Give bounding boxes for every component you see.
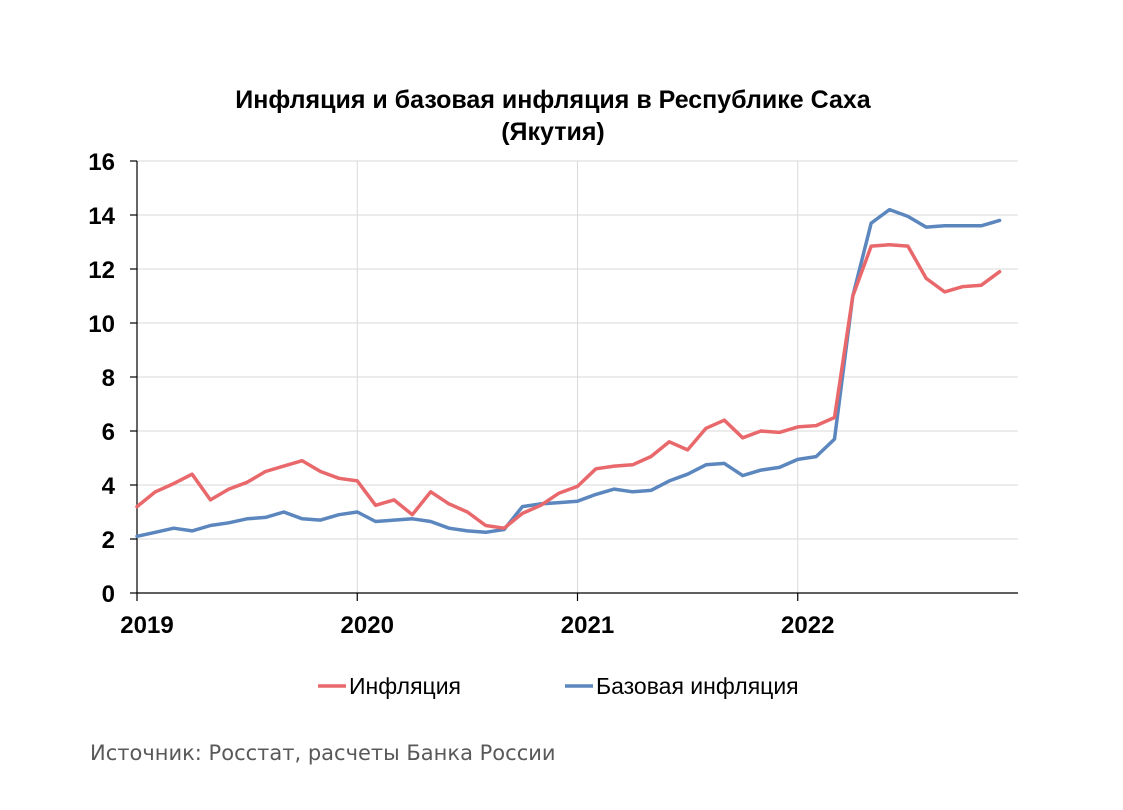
x-tick-label: 2019 [120, 612, 173, 639]
gridlines [137, 160, 1018, 593]
y-axis-tick-labels: 0 2 4 6 8 10 12 14 16 [88, 149, 115, 608]
x-tick-label: 2022 [781, 612, 834, 639]
legend-label: Базовая инфляция [596, 673, 799, 699]
y-tick-label: 10 [88, 311, 115, 338]
x-tick-label: 2020 [341, 612, 394, 639]
x-axis-tick-labels: 2019 2020 2021 2022 [120, 612, 834, 639]
legend-label: Инфляция [349, 673, 461, 699]
source-note: Источник: Росстат, расчеты Банка России [90, 741, 556, 765]
series-line [135, 207, 1002, 539]
y-tick-label: 2 [102, 527, 115, 554]
legend: Инфляция Базовая инфляция [318, 673, 799, 699]
y-tick-label: 6 [102, 419, 115, 446]
axes [130, 160, 1018, 601]
chart-title-line-2: (Якутия) [501, 118, 605, 146]
series-lines [135, 207, 1002, 539]
y-tick-label: 12 [88, 257, 115, 284]
y-tick-label: 14 [88, 203, 115, 230]
series-line [135, 242, 1002, 530]
y-tick-label: 16 [88, 149, 115, 176]
y-tick-label: 8 [102, 365, 115, 392]
x-tick-label: 2021 [561, 612, 614, 639]
y-tick-label: 4 [102, 473, 116, 500]
chart-title-line-1: Инфляция и базовая инфляция в Республике… [235, 86, 871, 114]
y-tick-label: 0 [102, 581, 115, 608]
